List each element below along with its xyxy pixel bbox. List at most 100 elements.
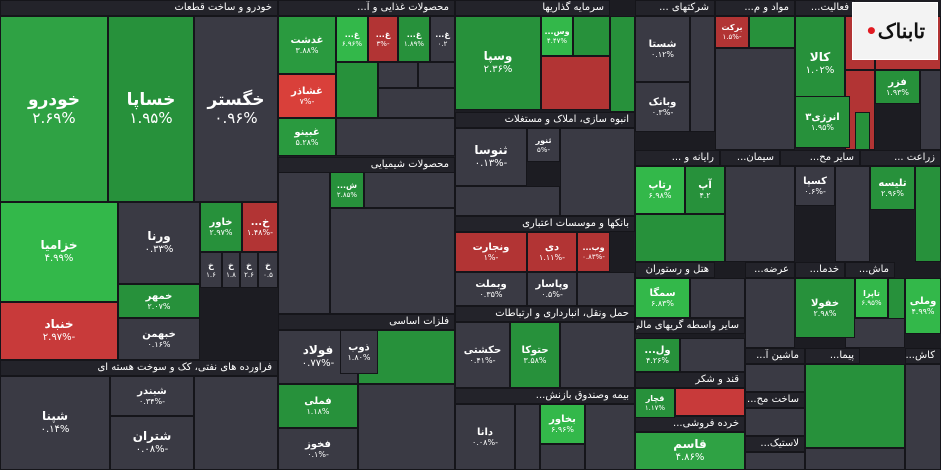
stock-tile[interactable]: خ... -۱.۴۸% [242,202,278,252]
stock-tile[interactable]: خ ۱.۸ [222,252,240,288]
stock-tile[interactable]: فزر ۱.۹۳% [875,70,920,104]
stock-symbol: ول... [644,344,671,356]
stock-tile[interactable]: خ ۱.۶ [200,252,222,288]
stock-tile[interactable]: شتران -۰.۰۸% [110,416,194,470]
stock-tile[interactable]: خ ۲.۶ [240,252,258,288]
stock-symbol: دی [544,241,560,253]
stock-tile[interactable]: ثنوسا -۰.۱۳% [455,128,527,186]
stock-symbol: خ [265,261,271,271]
stock-tile[interactable]: خنباد -۲.۹۷% [0,302,118,360]
stock-tile[interactable]: ونجارت -۱% [455,232,527,272]
stock-tile[interactable]: غبینو ۵.۲۸% [278,118,336,156]
filler-tile [675,388,745,416]
stock-tile[interactable]: رتاپ ۶.۹۸% [635,166,685,214]
stock-tile[interactable]: شبندر -۰.۳۴% [110,376,194,416]
stock-symbol: غشاذر [291,85,323,97]
stock-tile[interactable]: کسپا -۰.۶% [795,166,835,206]
stock-symbol: خمهر [145,290,173,302]
stock-tile[interactable]: ذوب ۱.۸۰% [340,330,378,374]
stock-tile[interactable]: خزامیا ۴.۹۹% [0,202,118,302]
stock-change: -۰.۷۷% [301,358,335,370]
filler-tile [540,444,585,470]
stock-symbol: وب... [582,243,605,253]
filler-tile [378,88,455,118]
stock-tile[interactable]: آپ ۴.۲ [685,166,725,214]
stock-tile[interactable]: خبهمن ۰.۱۶% [118,318,200,360]
stock-tile[interactable]: برکت -۱.۵% [715,16,749,48]
stock-tile[interactable]: بخاور ۶.۹۶% [540,404,585,444]
stock-change: ۲.۹۷% [209,228,233,238]
stock-tile[interactable]: غ... ۶.۹۶% [336,16,368,62]
filler-tile [805,364,905,448]
sector-header: ماشین آ... [745,348,805,364]
stock-tile[interactable]: ورنا ۰.۳۳% [118,202,200,284]
stock-tile[interactable]: دی -۱.۱۱% [527,232,577,272]
stock-tile[interactable]: وبانک -۰.۳% [635,82,690,132]
stock-tile[interactable]: فخوز -۰.۱% [278,428,358,470]
stock-tile[interactable]: قاسم ۴.۸۶% [635,432,745,470]
filler-tile [805,448,905,470]
stock-symbol: خنباد [44,317,74,332]
stock-change: ۴.۸۶% [675,452,705,464]
stock-change: -۰.۳% [651,108,674,118]
stock-symbol: غ... [435,30,450,40]
stock-tile[interactable]: خاور ۲.۹۷% [200,202,242,252]
stock-tile[interactable]: قچار ۱.۱۷% [635,388,675,418]
stock-tile[interactable]: حکشتی -۰.۴۱% [455,322,510,388]
stock-tile[interactable]: خساپا ۱.۹۵% [108,16,194,202]
stock-tile[interactable]: خمهر ۲.۰۷% [118,284,200,318]
stock-tile[interactable]: خ ۰.۵ [258,252,278,288]
stock-tile[interactable]: غشاذر -۷% [278,74,336,118]
stock-tile[interactable]: شستا ۰.۱۲% [635,16,690,82]
stock-symbol: وسپا [483,49,513,64]
filler-tile [585,404,635,470]
stock-change: -۰.۵% [541,290,563,300]
stock-tile[interactable]: وپاسار -۰.۵% [527,272,577,306]
stock-tile[interactable]: وس... ۴.۴۷% [541,16,573,56]
stock-tile[interactable]: خفولا ۲.۹۸% [795,278,855,338]
sector-header: شرکتهای ... [635,0,715,16]
stock-tile[interactable]: وسپا ۲.۳۶% [455,16,541,110]
stock-tile[interactable]: سمگا ۶.۸۳% [635,278,690,318]
stock-symbol: فزر [888,76,907,88]
stock-tile[interactable]: غدشت ۳.۸۸% [278,16,336,74]
stock-tile[interactable]: حتوکا ۳.۵۸% [510,322,560,388]
stock-tile[interactable]: خودرو ۲.۶۹% [0,16,108,202]
stock-tile[interactable]: ثنور -۵% [527,128,560,162]
stock-tile[interactable]: دانا -۰.۰۸% [455,404,515,470]
stock-tile[interactable]: وب... -۰.۸۳% [577,232,610,272]
stock-tile[interactable]: خگستر ۰.۹۶% [194,16,278,202]
stock-symbol: فملی [304,395,332,407]
filler-tile [635,214,725,262]
stock-tile[interactable]: غ... ۰.۲ [430,16,455,62]
stock-change: -۰.۴۱% [469,356,496,366]
stock-change: ۰.۳۵% [479,290,503,300]
stock-change: ۰.۳۳% [144,244,174,256]
stock-change: -۳% [376,39,390,48]
stock-change: ۴.۲۶% [645,356,670,366]
stock-symbol: خودرو [28,89,80,110]
stock-tile[interactable]: فملی ۱.۱۸% [278,384,358,428]
stock-tile[interactable]: وبملت ۰.۳۵% [455,272,527,306]
stock-tile[interactable]: ول... ۴.۲۶% [635,338,680,372]
stock-tile[interactable]: شپنا ۰.۱۴% [0,376,110,470]
sector-header: سایر واسطه گریهای مالی [635,318,745,334]
filler-tile [541,56,610,110]
stock-tile[interactable]: ش... ۲.۸۵% [330,172,364,208]
stock-change: ۱.۸۰% [347,353,371,363]
stock-tile[interactable]: غ... -۳% [368,16,398,62]
stock-tile[interactable]: تاپرا ۶.۹۵% [855,278,888,318]
sector-header: عرضه... [745,262,795,278]
filler-tile [278,172,330,314]
sector-header: محصولات شیمیایی [278,157,455,173]
stock-change: ۵.۲۸% [295,138,319,148]
stock-symbol: ورنا [147,229,171,244]
stock-change: -۱.۴۸% [247,228,273,238]
stock-tile[interactable]: وملی ۴.۹۹% [905,278,941,334]
filler-tile [920,70,941,150]
stock-tile[interactable]: غ... ۱.۸۹% [398,16,430,62]
stock-tile[interactable]: انرژی۳ ۱.۹۵% [795,96,850,148]
sector-header: فراورده های نفتی، کک و سوخت هسته ای [0,360,278,376]
stock-tile[interactable]: تلیسه ۲.۹۶% [870,166,915,210]
sector-header: سیمان... [720,150,780,166]
